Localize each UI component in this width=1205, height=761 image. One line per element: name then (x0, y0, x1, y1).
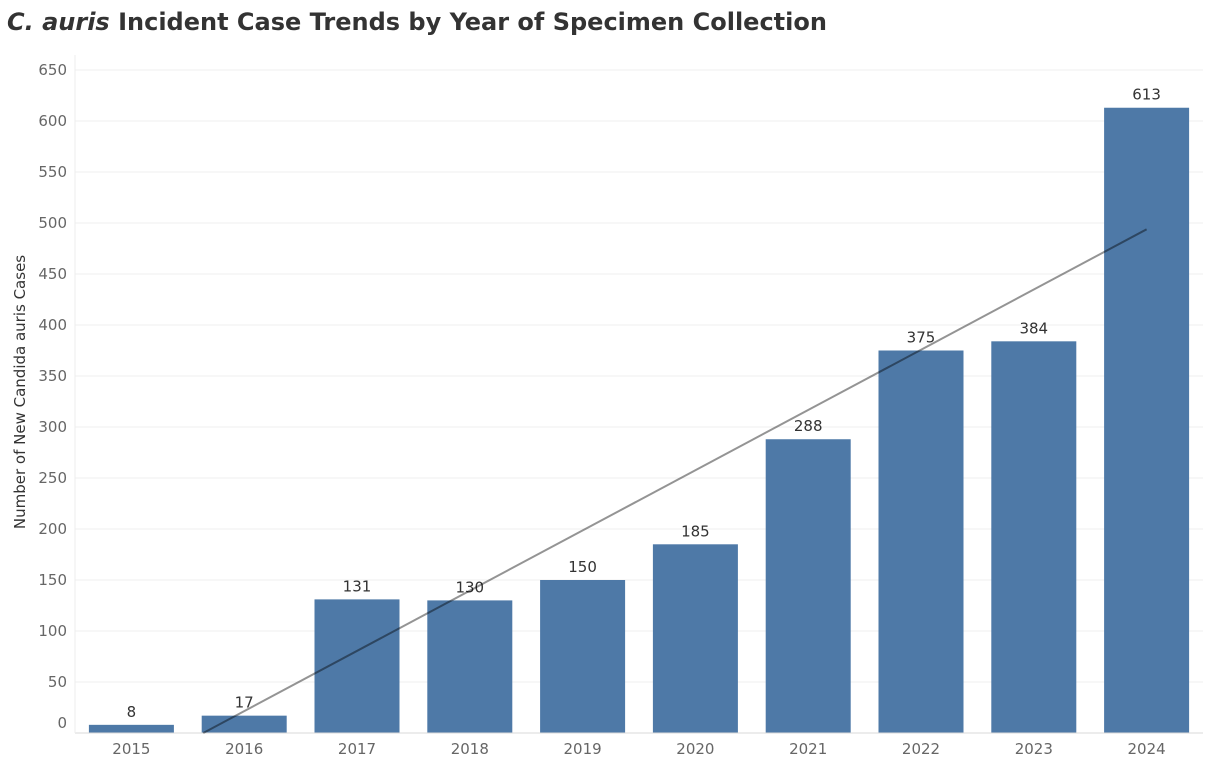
bar (765, 439, 851, 733)
bars (88, 107, 1190, 734)
data-label: 288 (794, 417, 823, 435)
data-labels: 8 17 131 130 150 185 288 375 384 613 (127, 86, 1161, 721)
data-label: 613 (1132, 86, 1161, 104)
y-tick-label: 0 (57, 714, 67, 732)
y-tick-label: 300 (38, 418, 67, 436)
y-tick-label: 50 (48, 673, 67, 691)
bar (1104, 107, 1190, 734)
bar (201, 715, 287, 733)
chart-title-italic: C. auris (7, 8, 110, 36)
bar (878, 350, 964, 733)
y-tick-label: 550 (38, 163, 67, 181)
chart-title: C. auris Incident Case Trends by Year of… (7, 8, 827, 36)
x-tick-label: 2023 (1015, 740, 1053, 758)
y-axis-ticks: 0 50 100 150 200 250 300 350 400 450 500 550 600 650 (38, 61, 67, 732)
bar (991, 341, 1077, 733)
y-tick-label: 250 (38, 469, 67, 487)
x-tick-label: 2016 (225, 740, 263, 758)
x-tick-label: 2024 (1128, 740, 1166, 758)
bar (427, 600, 513, 733)
y-tick-label: 150 (38, 571, 67, 589)
x-tick-label: 2022 (902, 740, 940, 758)
x-tick-label: 2021 (789, 740, 827, 758)
bar (652, 544, 738, 733)
x-axis-ticks: 2015 2016 2017 2018 2019 2020 2021 2022 2023 2024 (112, 740, 1165, 758)
bar (88, 724, 174, 733)
y-tick-label: 200 (38, 520, 67, 538)
bar (314, 599, 400, 733)
y-tick-label: 500 (38, 214, 67, 232)
bar (540, 580, 626, 733)
y-tick-label: 600 (38, 112, 67, 130)
y-tick-label: 650 (38, 61, 67, 79)
data-label: 384 (1019, 319, 1048, 337)
x-tick-label: 2015 (112, 740, 150, 758)
trend-line (202, 228, 1148, 734)
data-label: 17 (235, 694, 254, 712)
data-label: 375 (907, 329, 936, 347)
chart-title-rest: Incident Case Trends by Year of Specimen… (118, 8, 827, 36)
data-label: 185 (681, 522, 710, 540)
x-tick-label: 2019 (564, 740, 602, 758)
y-tick-label: 100 (38, 622, 67, 640)
x-tick-label: 2017 (338, 740, 376, 758)
y-tick-label: 400 (38, 316, 67, 334)
data-label: 150 (568, 558, 597, 576)
y-tick-label: 350 (38, 367, 67, 385)
x-tick-label: 2018 (451, 740, 489, 758)
data-label: 131 (343, 577, 372, 595)
y-axis-label: Number of New Candida auris Cases (11, 255, 29, 529)
y-tick-label: 450 (38, 265, 67, 283)
data-label: 130 (455, 578, 484, 596)
data-label: 8 (127, 703, 137, 721)
x-tick-label: 2020 (676, 740, 714, 758)
